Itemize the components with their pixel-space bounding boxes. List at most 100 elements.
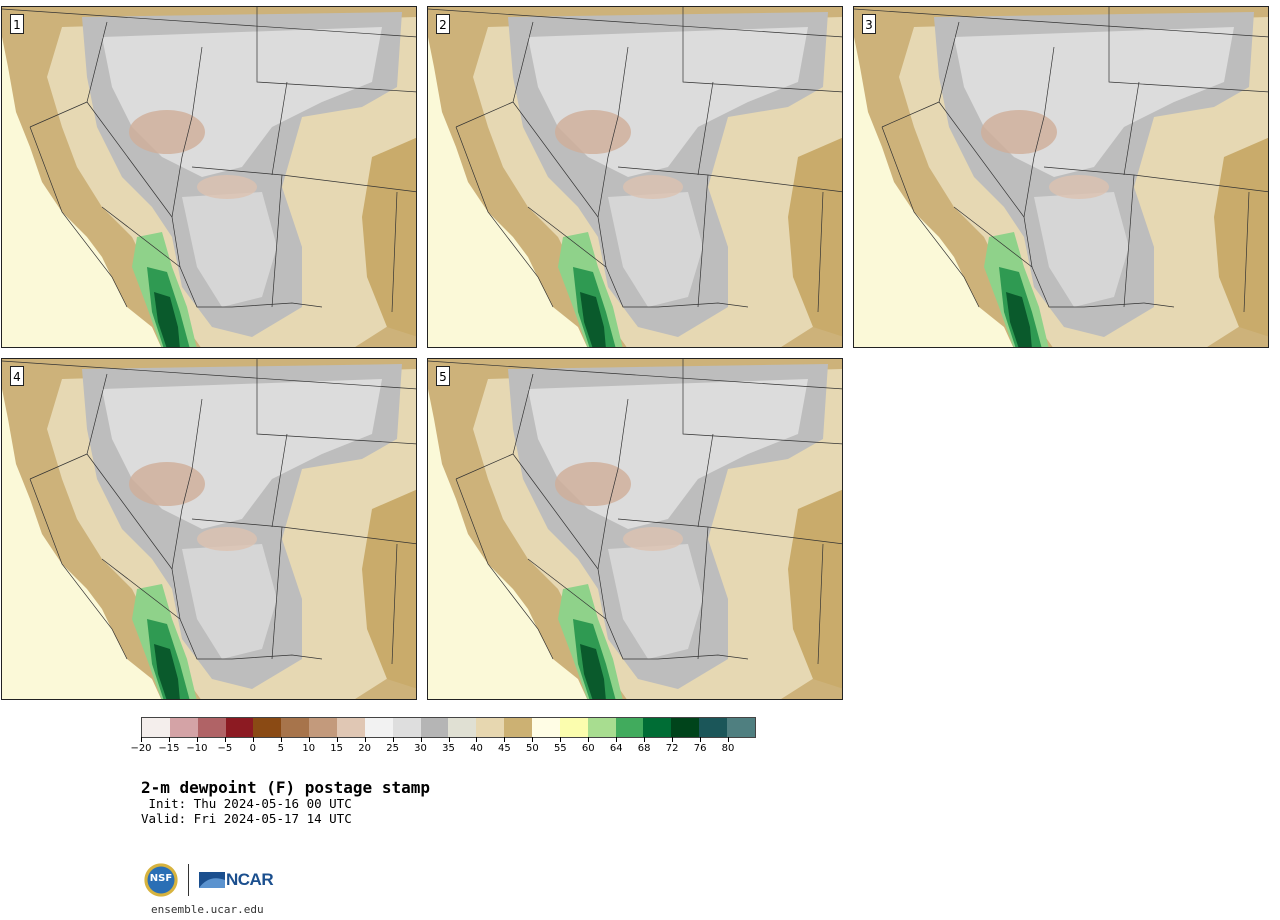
panel-number: 2 xyxy=(436,14,450,34)
colorbar-swatch xyxy=(532,718,560,737)
colorbar-swatch xyxy=(309,718,338,737)
colorbar-swatch xyxy=(169,718,198,737)
boundaries xyxy=(428,359,842,665)
colorbar-tick xyxy=(476,737,478,742)
logos: NSF NCAR xyxy=(144,862,274,898)
colorbar-tick-label: −20 xyxy=(130,743,152,754)
colorbar-tick-label: 40 xyxy=(470,743,483,754)
colorbar-swatch xyxy=(615,718,644,737)
colorbar-tick-label: 76 xyxy=(693,743,707,754)
plains-tan xyxy=(362,489,416,689)
colorbar-swatch xyxy=(699,718,728,737)
colorbar-tick xyxy=(672,737,674,742)
colorbar-tick-label: −10 xyxy=(186,743,208,754)
chart-title: 2-m dewpoint (F) postage stamp xyxy=(141,778,430,797)
dewpoint-map xyxy=(428,359,842,699)
boundaries xyxy=(854,7,1268,313)
ncar-logo-text: NCAR xyxy=(226,870,274,889)
colorbar-tick xyxy=(700,737,702,742)
terrain-lightgrey-2 xyxy=(182,544,277,659)
colorbar-swatch xyxy=(197,718,226,737)
plains-tan xyxy=(362,137,416,337)
colorbar-tick-label: 0 xyxy=(249,743,256,754)
dry-spot-2 xyxy=(1049,175,1109,199)
valley-darkest xyxy=(154,292,180,347)
map-holder xyxy=(854,7,1268,347)
map-panel-3: 3 xyxy=(853,6,1269,348)
colorbar-swatch xyxy=(225,718,254,737)
map-panel-4: 4 xyxy=(1,358,417,700)
colorbar-tick-label: 64 xyxy=(609,743,623,754)
colorbar-tick xyxy=(448,737,450,742)
colorbar-tick xyxy=(392,737,394,742)
panel-number: 3 xyxy=(862,14,876,34)
colorbar-swatch xyxy=(392,718,421,737)
colorbar-tick-label: 15 xyxy=(330,743,344,754)
colorbar-tick-label: −15 xyxy=(158,743,180,754)
colorbar-tick xyxy=(644,737,646,742)
colorbar-tick xyxy=(168,737,170,742)
colorbar-swatch xyxy=(559,718,588,737)
colorbar-tick-label: 80 xyxy=(721,743,735,754)
colorbar-swatch xyxy=(253,718,282,737)
colorbar-swatch xyxy=(142,718,170,737)
dry-spot-2 xyxy=(197,175,257,199)
valley-darkest xyxy=(580,292,606,347)
dewpoint-map xyxy=(428,7,842,347)
colorbar-tick-label: 50 xyxy=(525,743,539,754)
colorbar-tick-label: −5 xyxy=(217,743,233,754)
dry-spot xyxy=(129,462,205,506)
dewpoint-map xyxy=(2,359,416,699)
map-holder xyxy=(428,7,842,347)
site-url: ensemble.ucar.edu xyxy=(151,903,264,916)
ncar-logo: NCAR xyxy=(199,870,274,890)
colorbar-swatch xyxy=(671,718,700,737)
colorbar-tick xyxy=(196,737,198,742)
colorbar-swatch xyxy=(364,718,393,737)
colorbar-tick-label: 60 xyxy=(581,743,595,754)
boundaries xyxy=(428,7,842,313)
boundaries xyxy=(2,7,416,313)
dry-spot xyxy=(555,110,631,154)
dry-spot xyxy=(981,110,1057,154)
colorbar-tick xyxy=(588,737,590,742)
colorbar-tick xyxy=(420,737,422,742)
panel-number: 5 xyxy=(436,366,450,386)
colorbar-tick xyxy=(280,737,282,742)
colorbar-tick-label: 68 xyxy=(637,743,651,754)
colorbar-tick-label: 72 xyxy=(665,743,679,754)
plains-tan xyxy=(788,137,842,337)
colorbar-ticks: −20 −15 −10 −5 0 5 10 15 20 25 30 35 40 45 50 55 60 64 68 7… xyxy=(130,737,756,757)
map-holder xyxy=(2,359,416,699)
terrain-lightgrey-2 xyxy=(608,192,703,307)
colorbar-tick xyxy=(560,737,562,742)
dewpoint-map xyxy=(2,7,416,347)
colorbar-tick xyxy=(364,737,366,742)
dry-spot-2 xyxy=(197,527,257,551)
colorbar-tick-label: 20 xyxy=(358,743,371,754)
colorbar-tick xyxy=(336,737,338,742)
colorbar-swatch xyxy=(643,718,672,737)
colorbar-tick xyxy=(532,737,534,742)
boundaries xyxy=(2,359,416,665)
valley-darkest xyxy=(580,644,606,699)
terrain-lightgrey-2 xyxy=(608,544,703,659)
plains-tan xyxy=(1214,137,1268,337)
colorbar-tick xyxy=(308,737,310,742)
ncar-swoosh-icon xyxy=(199,872,225,888)
colorbar-tick-label: 25 xyxy=(386,743,399,754)
valid-time: Valid: Fri 2024-05-17 14 UTC xyxy=(141,811,352,826)
terrain-lightgrey-2 xyxy=(1034,192,1129,307)
colorbar-swatch xyxy=(504,718,533,737)
map-holder xyxy=(2,7,416,347)
dry-spot-2 xyxy=(623,175,683,199)
dewpoint-map xyxy=(854,7,1268,347)
logo-divider xyxy=(188,864,189,896)
colorbar-tick xyxy=(252,737,254,742)
map-panel-1: 1 xyxy=(1,6,417,348)
colorbar-tick-label: 5 xyxy=(277,743,284,754)
map-panel-2: 2 xyxy=(427,6,843,348)
panel-number: 1 xyxy=(10,14,24,34)
colorbar-tick-label: 30 xyxy=(414,743,427,754)
terrain-lightgrey-2 xyxy=(182,192,277,307)
